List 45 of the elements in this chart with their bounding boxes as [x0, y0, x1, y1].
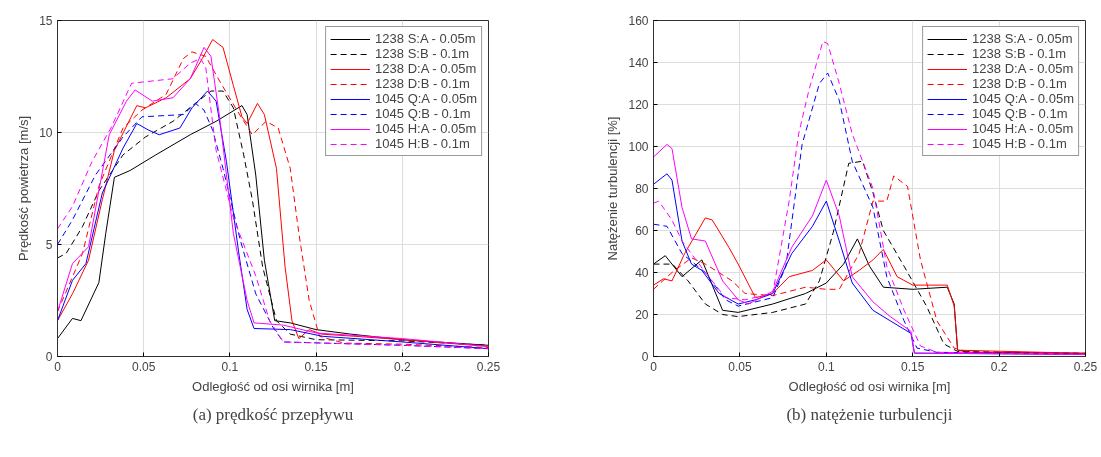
x-tick-label: 0.05	[132, 359, 156, 374]
y-tick-label: 0	[641, 350, 649, 364]
legend-label: 1238 S:B - 0.1m	[972, 46, 1067, 61]
x-tick-label: 0.1	[221, 359, 239, 374]
y-tick-label: 160	[628, 14, 649, 28]
legend-label: 1238 S:A - 0.05m	[375, 31, 476, 46]
x-axis-title: Odległość od osi wirnika [m]	[192, 378, 354, 394]
legend-label: 1045 H:B - 0.1m	[972, 136, 1067, 151]
y-tick-label: 15	[39, 14, 53, 28]
y-axis-title: Prędkość powietrza [m/s]	[16, 115, 32, 262]
x-tick-label: 0.2	[990, 359, 1008, 374]
x-tick-label: 0.05	[728, 359, 752, 374]
text: (a) prędkość przepływu	[192, 404, 354, 424]
y-tick-label: 10	[39, 126, 53, 140]
x-tick-label: 0.2	[393, 359, 411, 374]
x-tick-label: 0.1	[817, 359, 835, 374]
legend-label: 1238 D:B - 0.1m	[375, 76, 470, 91]
x-axis-title: Odległość od osi wirnika [m]	[788, 378, 951, 394]
y-tick-label: 140	[628, 56, 649, 70]
legend-label: 1045 H:B - 0.1m	[375, 136, 470, 151]
y-tick-label: 100	[628, 140, 649, 154]
x-tick-label: 0.25	[476, 359, 501, 374]
y-tick-label: 60	[635, 224, 649, 238]
legend-label: 1238 S:B - 0.1m	[375, 46, 470, 61]
y-tick-label: 40	[635, 266, 649, 280]
text: (b) natężenie turbulencji	[786, 404, 953, 424]
legend-label: 1238 D:A - 0.05m	[375, 61, 477, 76]
y-axis-title: Natężenie turbulencji [%]	[605, 116, 621, 261]
legend-label: 1238 D:A - 0.05m	[972, 61, 1074, 76]
legend-label: 1045 Q:A - 0.05m	[972, 91, 1074, 106]
y-tick-label: 5	[45, 238, 53, 252]
legend-label: 1238 S:A - 0.05m	[972, 31, 1073, 46]
legend-label: 1045 H:A - 0.05m	[375, 121, 477, 136]
legend-label: 1045 Q:B - 0.1m	[375, 106, 471, 121]
x-tick-label: 0.15	[304, 359, 329, 374]
x-tick-label: 0.25	[1073, 359, 1098, 374]
legend-label: 1045 Q:A - 0.05m	[375, 91, 477, 106]
y-tick-label: 20	[635, 308, 649, 322]
legend-label: 1045 H:A - 0.05m	[972, 121, 1074, 136]
legend-label: 1238 D:B - 0.1m	[972, 76, 1067, 91]
legend-label: 1045 Q:B - 0.1m	[972, 106, 1068, 121]
y-tick-label: 120	[628, 98, 649, 112]
y-tick-label: 0	[45, 350, 53, 364]
y-tick-label: 80	[635, 182, 649, 196]
x-tick-label: 0.15	[901, 359, 925, 374]
